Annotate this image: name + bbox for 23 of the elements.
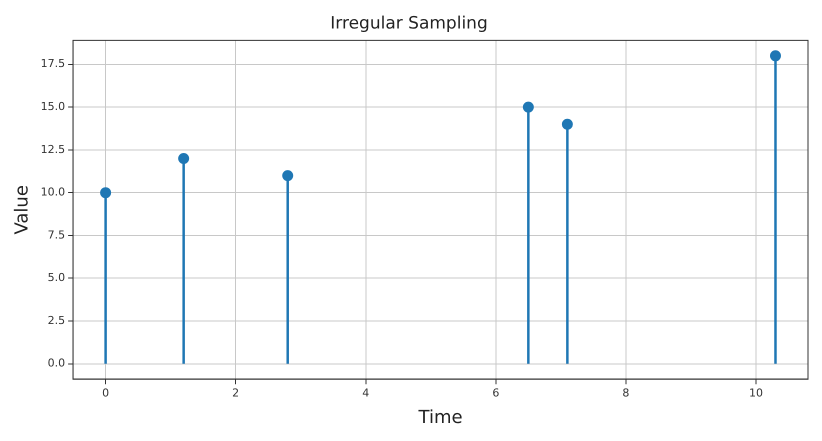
point xyxy=(100,187,112,198)
point xyxy=(562,118,573,130)
y-tick-label: 17.5 xyxy=(40,57,66,70)
y-axis-title: Value xyxy=(11,185,32,235)
x-tick-label: 6 xyxy=(492,386,500,400)
x-tick-label: 4 xyxy=(362,386,370,400)
x-axis-title: Time xyxy=(418,406,463,428)
y-tick-label: 12.5 xyxy=(40,142,66,156)
x-tick-label: 2 xyxy=(232,386,240,400)
y-tick-label: 2.5 xyxy=(48,314,66,327)
y-tick-label: 0.0 xyxy=(48,356,66,370)
point xyxy=(770,50,781,62)
x-tick-label: 0 xyxy=(102,386,110,400)
x-tick-label: 10 xyxy=(748,386,763,400)
y-tick-label: 7.5 xyxy=(48,228,66,242)
y-tick-label: 10.0 xyxy=(40,186,66,199)
point xyxy=(282,170,294,182)
chart-title: Irregular Sampling xyxy=(330,14,488,34)
point xyxy=(178,152,190,164)
x-tick-label: 8 xyxy=(622,386,630,400)
point xyxy=(522,102,534,113)
y-tick-label: 15.0 xyxy=(40,100,66,113)
y-tick-label: 5.0 xyxy=(48,271,66,284)
